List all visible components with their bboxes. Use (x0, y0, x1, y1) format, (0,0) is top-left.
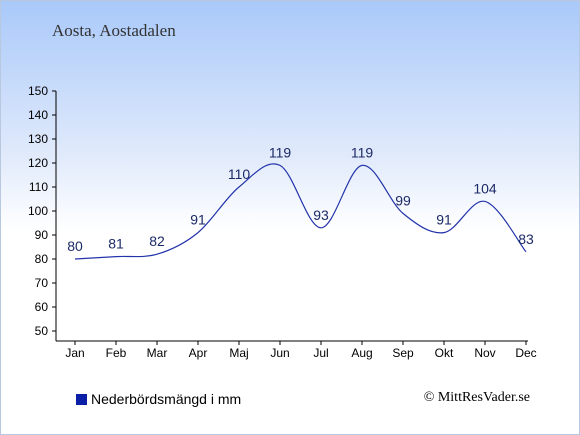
x-tick-label: Jul (313, 346, 328, 360)
x-tick-label: Okt (435, 346, 454, 360)
copyright-credit: © MittResVader.se (423, 390, 530, 405)
y-tick-label: 50 (35, 324, 49, 338)
data-label: 82 (149, 233, 165, 249)
x-tick-label: Mar (147, 346, 168, 360)
y-tick-label: 130 (28, 132, 48, 146)
y-tick-label: 80 (35, 252, 49, 266)
data-label: 93 (313, 207, 329, 223)
y-tick-label: 120 (28, 156, 48, 170)
y-tick-label: 100 (28, 204, 48, 218)
data-label: 119 (351, 144, 374, 160)
y-tick-label: 90 (35, 228, 49, 242)
y-tick-label: 110 (29, 180, 48, 194)
y-tick-label: 150 (28, 84, 48, 98)
x-tick-label: Maj (229, 346, 248, 360)
data-label: 81 (108, 236, 124, 252)
legend: Nederbördsmängd i mm (76, 391, 241, 407)
x-tick-label: Jan (65, 346, 84, 360)
legend-swatch (76, 393, 87, 405)
series-line (74, 163, 527, 260)
x-tick-label: Dec (515, 346, 536, 360)
y-tick-label: 70 (35, 276, 49, 290)
data-label: 83 (518, 231, 534, 247)
data-label: 80 (67, 238, 83, 254)
y-tick-label: 60 (35, 300, 49, 314)
data-label: 91 (190, 212, 206, 228)
legend-label: Nederbördsmängd i mm (91, 391, 242, 407)
x-tick-label: Aug (351, 346, 372, 360)
x-tick-label: Jun (270, 346, 289, 360)
data-label: 91 (436, 212, 452, 228)
x-tick-label: Sep (392, 346, 414, 360)
x-tick-label: Feb (106, 346, 127, 360)
data-label: 119 (269, 144, 292, 160)
data-label: 104 (473, 180, 497, 196)
data-label: 99 (395, 192, 411, 208)
x-tick-label: Nov (474, 346, 495, 360)
chart-location-title: Aosta, Aostadalen (52, 21, 176, 40)
y-tick-label: 140 (28, 108, 48, 122)
data-label: 110 (228, 166, 251, 182)
x-tick-label: Apr (189, 346, 208, 360)
